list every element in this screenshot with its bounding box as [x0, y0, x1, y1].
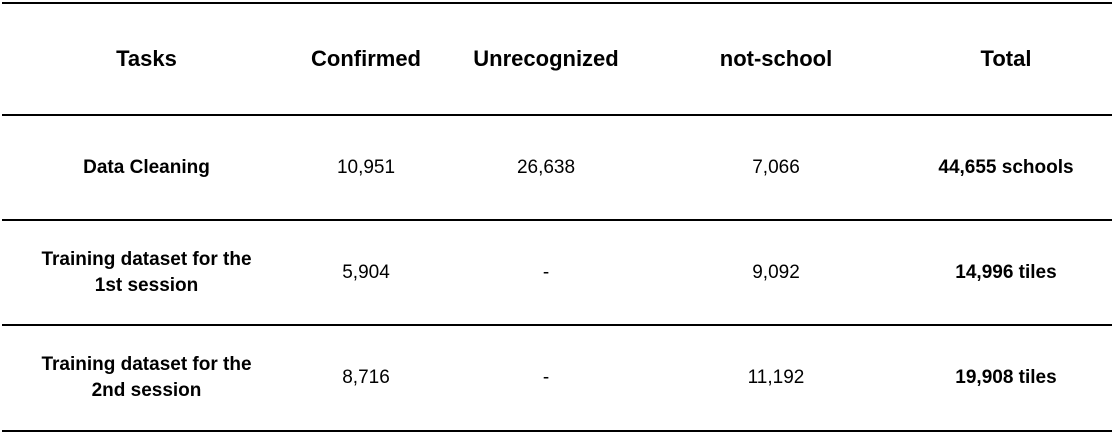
confirmed-cell: 5,904	[342, 261, 390, 283]
header-total: Total	[980, 46, 1032, 71]
header-rule	[2, 114, 1112, 116]
not-school-cell: 7,066	[752, 156, 800, 178]
task-line: 1st session	[94, 274, 199, 296]
unrecognized-cell: 26,638	[516, 156, 576, 178]
confirmed-cell: 8,716	[342, 367, 390, 388]
table-bottom-rule	[2, 430, 1112, 432]
table-header-row: Tasks Confirmed Unrecognized not-school …	[0, 4, 1114, 114]
task-line: Training dataset for the	[41, 354, 252, 375]
total-cell: 44,655 schools	[938, 156, 1074, 178]
total-cell: 19,908 tiles	[955, 367, 1057, 388]
header-unrecognized: Unrecognized	[473, 46, 619, 71]
task-cell: Training dataset for the 1st session	[0, 221, 293, 324]
task-cell: Training dataset for the 2nd session	[0, 326, 293, 430]
row-divider	[2, 219, 1112, 221]
table-row: Training dataset for the 2nd session 8,7…	[0, 326, 1114, 430]
not-school-cell: 9,092	[752, 261, 800, 283]
table-row: Data Cleaning 10,951 26,638 7,066 44,655…	[0, 116, 1114, 219]
task-line: Training dataset for the	[41, 248, 252, 270]
row-divider	[2, 324, 1112, 326]
total-cell: 14,996 tiles	[955, 261, 1057, 283]
header-not-school: not-school	[719, 46, 833, 71]
table-row: Training dataset for the 1st session 5,9…	[0, 221, 1114, 324]
table-top-rule	[2, 2, 1112, 4]
not-school-cell: 11,192	[747, 367, 805, 388]
task-line: 2nd session	[91, 380, 202, 401]
task-cell: Data Cleaning	[83, 156, 210, 178]
unrecognized-cell: -	[542, 261, 550, 283]
unrecognized-cell: -	[542, 367, 550, 388]
header-confirmed: Confirmed	[311, 46, 421, 71]
header-tasks: Tasks	[116, 46, 177, 71]
confirmed-cell: 10,951	[336, 156, 396, 178]
